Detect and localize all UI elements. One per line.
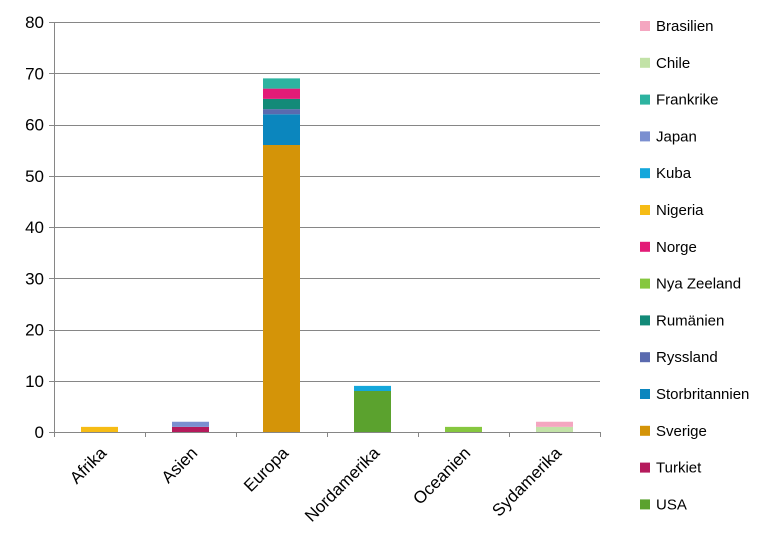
legend-label-nigeria: Nigeria [656,202,704,219]
legend-swatch-sverige [640,425,650,436]
legend-swatch-nigeria [640,205,650,215]
bars [81,78,573,432]
y-tick-label: 50 [25,167,44,186]
legend-label-storbritannien: Storbritannien [656,386,749,403]
legend-swatch-ryssland [640,352,650,363]
y-tick-label: 40 [25,218,44,237]
legend-swatch-chile [640,57,650,68]
x-tick-label-europa: Europa [240,443,293,496]
y-tick-label: 10 [25,372,44,391]
x-axis-tick-labels: Afrika Asien Europa Nordamerika Oceanien Syda… [66,443,566,526]
legend-swatch-nya-zeeland [640,278,650,289]
legend: Brasilien Chile Frankrike Japan Kuba Nigeria N… [640,18,749,513]
x-tick-label-oceanien: Oceanien [409,443,474,508]
legend-label-kuba: Kuba [656,165,692,182]
y-axis-tick-labels: 0 10 20 30 40 50 60 70 80 [25,13,44,442]
legend-label-chile: Chile [656,55,690,72]
legend-label-usa: USA [656,496,687,513]
legend-swatch-brasilien [640,21,650,31]
bar-nordamerika-kuba [354,385,391,391]
gridlines [54,22,600,382]
bar-europa-sverige [263,145,300,432]
legend-swatch-norge [640,241,650,252]
legend-swatch-frankrike [640,94,650,105]
bar-asien-turkiet [172,426,209,432]
x-tick-label-sydamerika: Sydamerika [488,443,565,520]
axes [49,22,601,437]
x-tick-label-asien: Asien [158,443,202,487]
bar-europa-norge [263,88,300,99]
y-tick-label: 60 [25,116,44,135]
bar-europa-rumanien [263,98,300,110]
bar-oceanien-nya-zeeland [445,426,482,432]
legend-label-japan: Japan [656,128,697,145]
legend-label-turkiet: Turkiet [656,460,702,477]
legend-swatch-japan [640,131,650,142]
legend-swatch-kuba [640,168,650,179]
y-tick-label: 30 [25,269,44,288]
bar-europa-ryssland [263,109,300,115]
x-tick-label-afrika: Afrika [66,443,111,488]
legend-label-brasilien: Brasilien [656,18,714,35]
bar-afrika-nigeria [81,426,118,432]
y-tick-label: 0 [35,423,44,442]
legend-swatch-storbritannien [640,389,650,399]
legend-label-frankrike: Frankrike [656,92,719,109]
bar-asien-japan [172,421,209,427]
y-tick-label: 20 [25,321,44,340]
y-tick-label: 70 [25,64,44,83]
bar-sydamerika-chile [536,426,573,432]
bar-sydamerika-brasilien [536,421,573,427]
legend-swatch-rumanien [640,315,650,326]
legend-swatch-turkiet [640,462,650,473]
legend-label-rumanien: Rumänien [656,312,724,329]
legend-label-nya-zeeland: Nya Zeeland [656,276,741,293]
legend-swatch-usa [640,499,650,510]
bar-nordamerika-usa [354,391,391,432]
legend-label-ryssland: Ryssland [656,349,718,366]
bar-europa-storbritannien [263,114,300,145]
x-tick-label-nordamerika: Nordamerika [301,443,384,526]
y-tick-label: 80 [25,13,44,32]
legend-label-norge: Norge [656,239,697,256]
legend-label-sverige: Sverige [656,423,707,440]
bar-europa-frankrike [263,78,300,89]
